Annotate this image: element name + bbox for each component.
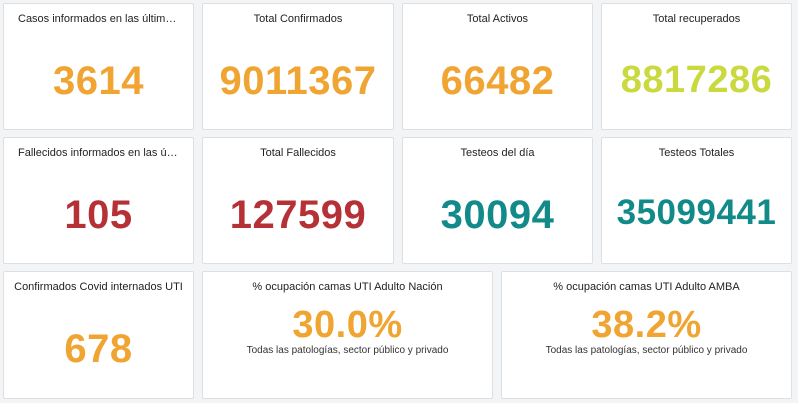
card-casos-24h: Casos informados en las últimas 24 horas… (3, 3, 194, 130)
card-label: Fallecidos informados en las últimas 24 … (18, 147, 179, 159)
card-label: Total recuperados (652, 13, 741, 25)
card-label: % ocupación camas UTI Adulto AMBA (553, 281, 740, 293)
card-ocupacion-nacion: % ocupación camas UTI Adulto Nación 30.0… (202, 271, 493, 399)
card-testeos-dia: Testeos del día 30094 (402, 137, 593, 264)
card-label: Confirmados Covid internados UTI (14, 281, 183, 293)
card-label: Testeos Totales (658, 147, 735, 159)
card-value: 3614 (53, 59, 144, 103)
card-total-fallecidos: Total Fallecidos 127599 (202, 137, 394, 264)
card-value: 105 (64, 193, 133, 237)
card-value: 8817286 (620, 59, 773, 101)
card-value: 9011367 (219, 59, 377, 103)
card-fallecidos-24h: Fallecidos informados en las últimas 24 … (3, 137, 194, 264)
card-ocupacion-amba: % ocupación camas UTI Adulto AMBA 38.2% … (501, 271, 792, 399)
card-label: Testeos del día (460, 147, 535, 159)
card-label: Total Confirmados (253, 13, 343, 25)
card-value: 38.2% (591, 304, 702, 346)
card-label: Total Activos (466, 13, 529, 25)
card-value: 66482 (440, 59, 555, 103)
card-internados-uti: Confirmados Covid internados UTI 678 (3, 271, 194, 399)
card-value: 678 (64, 327, 133, 371)
card-sublabel: Todas las patologías, sector público y p… (246, 345, 449, 356)
card-value: 35099441 (616, 193, 777, 232)
card-label: Casos informados en las últimas 24 horas (18, 13, 179, 25)
card-value: 127599 (229, 193, 367, 237)
card-total-confirmados: Total Confirmados 9011367 (202, 3, 394, 130)
card-total-recuperados: Total recuperados 8817286 (601, 3, 792, 130)
card-label: % ocupación camas UTI Adulto Nación (252, 281, 443, 293)
card-total-activos: Total Activos 66482 (402, 3, 593, 130)
card-label: Total Fallecidos (260, 147, 336, 159)
card-value: 30094 (440, 193, 555, 237)
card-sublabel: Todas las patologías, sector público y p… (545, 345, 748, 356)
card-testeos-totales: Testeos Totales 35099441 (601, 137, 792, 264)
card-value: 30.0% (292, 304, 403, 346)
